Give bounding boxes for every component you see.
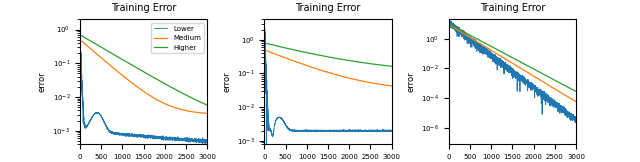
Higher — [315, 54, 323, 56]
Lower — [372, 130, 380, 132]
Higher — [460, 31, 467, 33]
Line: Higher: Higher — [264, 43, 392, 66]
Lower — [556, 105, 564, 107]
Lower — [201, 140, 209, 142]
Medium — [91, 51, 99, 53]
Higher — [388, 65, 396, 67]
Line: Lower: Lower — [80, 35, 207, 144]
Lower — [76, 34, 84, 36]
Medium — [570, 99, 577, 101]
Line: Lower: Lower — [449, 20, 576, 123]
Higher — [76, 34, 84, 36]
Medium — [201, 112, 209, 114]
Lower — [201, 143, 209, 145]
Higher — [309, 53, 317, 55]
Higher — [499, 52, 507, 54]
Lower — [460, 33, 467, 35]
Medium — [385, 85, 393, 87]
Medium — [494, 53, 502, 55]
Medium — [556, 91, 564, 93]
Line: Medium: Medium — [449, 25, 576, 102]
Higher — [131, 65, 138, 67]
Lower — [283, 126, 291, 128]
Title: Training Error: Training Error — [111, 3, 176, 13]
Medium — [499, 57, 507, 59]
Medium — [388, 85, 396, 87]
Higher — [125, 62, 132, 64]
Higher — [445, 23, 452, 25]
Lower — [467, 39, 475, 41]
Higher — [201, 103, 209, 105]
Line: Medium: Medium — [264, 50, 392, 86]
Higher — [372, 63, 380, 65]
Medium — [187, 110, 195, 112]
Lower — [204, 140, 211, 142]
Line: Lower: Lower — [264, 20, 392, 162]
Lower — [310, 130, 317, 132]
Lower — [76, 34, 84, 36]
Medium — [76, 39, 84, 41]
Higher — [556, 82, 564, 84]
Higher — [494, 49, 502, 51]
Medium — [260, 49, 268, 51]
Higher — [467, 35, 475, 37]
Y-axis label: error: error — [406, 71, 415, 92]
Higher — [275, 46, 283, 47]
Medium — [204, 112, 211, 114]
Lower — [446, 19, 454, 21]
Title: Training Error: Training Error — [295, 3, 361, 13]
Lower — [125, 135, 132, 137]
Lower — [385, 130, 393, 132]
Line: Higher: Higher — [449, 24, 576, 91]
Medium — [309, 67, 317, 69]
Line: Medium: Medium — [80, 40, 207, 113]
Higher — [385, 65, 393, 67]
Higher — [204, 104, 211, 106]
Medium — [283, 57, 291, 59]
Lower — [499, 61, 507, 63]
Higher — [260, 42, 268, 44]
Y-axis label: error: error — [38, 71, 47, 92]
Medium — [372, 83, 380, 85]
Lower — [131, 134, 138, 136]
Lower — [388, 130, 396, 132]
Medium — [315, 69, 323, 70]
Medium — [467, 37, 475, 39]
Lower — [275, 116, 283, 118]
Lower — [494, 58, 502, 60]
Lower — [260, 70, 268, 72]
Higher — [570, 89, 577, 91]
Medium — [99, 58, 106, 59]
Lower — [572, 117, 580, 119]
Lower — [187, 139, 195, 141]
Lower — [260, 19, 268, 21]
Medium — [445, 24, 452, 26]
Lower — [91, 113, 99, 115]
Higher — [91, 42, 99, 44]
Y-axis label: error: error — [222, 71, 231, 92]
Medium — [572, 101, 580, 103]
Lower — [99, 117, 106, 119]
Medium — [125, 80, 132, 81]
Lower — [445, 24, 452, 26]
Lower — [570, 114, 577, 116]
Higher — [283, 47, 291, 49]
Medium — [275, 54, 283, 56]
Higher — [187, 97, 195, 98]
Line: Higher: Higher — [80, 35, 207, 105]
Medium — [131, 84, 138, 86]
Legend: Lower, Medium, Higher: Lower, Medium, Higher — [151, 23, 204, 53]
Lower — [315, 129, 323, 131]
Lower — [572, 122, 580, 124]
Higher — [572, 90, 580, 92]
Medium — [460, 32, 467, 34]
Higher — [99, 47, 106, 49]
Title: Training Error: Training Error — [480, 3, 545, 13]
